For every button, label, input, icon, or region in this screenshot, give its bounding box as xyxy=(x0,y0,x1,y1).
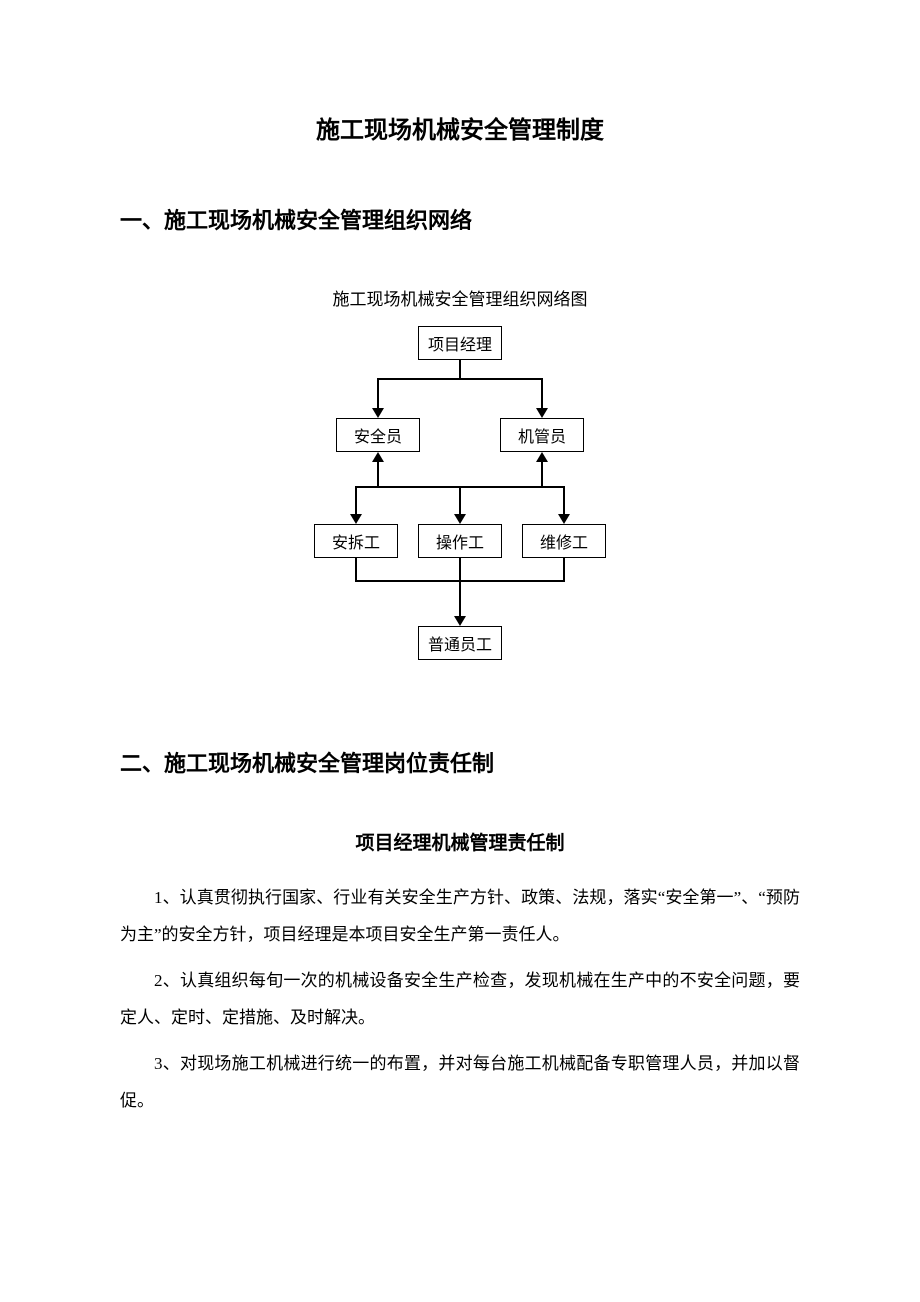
node-installer: 安拆工 xyxy=(314,524,398,558)
line xyxy=(355,486,357,514)
line xyxy=(563,486,565,514)
arrow-up-icon xyxy=(372,452,384,462)
section-2-subheading: 项目经理机械管理责任制 xyxy=(120,828,800,855)
line xyxy=(377,378,543,380)
paragraph: 3、对现场施工机械进行统一的布置，并对每台施工机械配备专职管理人员，并加以督促。 xyxy=(120,1045,800,1120)
line xyxy=(377,462,379,486)
line xyxy=(377,378,379,408)
arrow-down-icon xyxy=(558,514,570,524)
node-staff: 普通员工 xyxy=(418,626,502,660)
line xyxy=(541,462,543,486)
arrow-down-icon xyxy=(350,514,362,524)
node-safety-officer: 安全员 xyxy=(336,418,420,452)
paragraph: 2、认真组织每旬一次的机械设备安全生产检查，发现机械在生产中的不安全问题，要定人… xyxy=(120,962,800,1037)
arrow-down-icon xyxy=(454,514,466,524)
node-project-manager: 项目经理 xyxy=(418,326,502,360)
paragraph: 1、认真贯彻执行国家、行业有关安全生产方针、政策、法规，落实“安全第一”、“预防… xyxy=(120,879,800,954)
node-repairer: 维修工 xyxy=(522,524,606,558)
arrow-down-icon xyxy=(536,408,548,418)
line xyxy=(563,558,565,580)
document-title: 施工现场机械安全管理制度 xyxy=(120,110,800,145)
org-flowchart: 项目经理 安全员 机管员 安拆工 操作工 维修工 普通员工 xyxy=(260,326,660,676)
line xyxy=(459,486,461,514)
section-2-heading: 二、施工现场机械安全管理岗位责任制 xyxy=(120,746,800,778)
line xyxy=(541,378,543,408)
flowchart-title: 施工现场机械安全管理组织网络图 xyxy=(120,285,800,310)
arrow-up-icon xyxy=(536,452,548,462)
node-operator: 操作工 xyxy=(418,524,502,558)
arrow-down-icon xyxy=(372,408,384,418)
line xyxy=(355,558,357,580)
node-machine-manager: 机管员 xyxy=(500,418,584,452)
line xyxy=(459,360,461,378)
arrow-down-icon xyxy=(454,616,466,626)
line xyxy=(459,558,461,616)
section-1-heading: 一、施工现场机械安全管理组织网络 xyxy=(120,203,800,235)
